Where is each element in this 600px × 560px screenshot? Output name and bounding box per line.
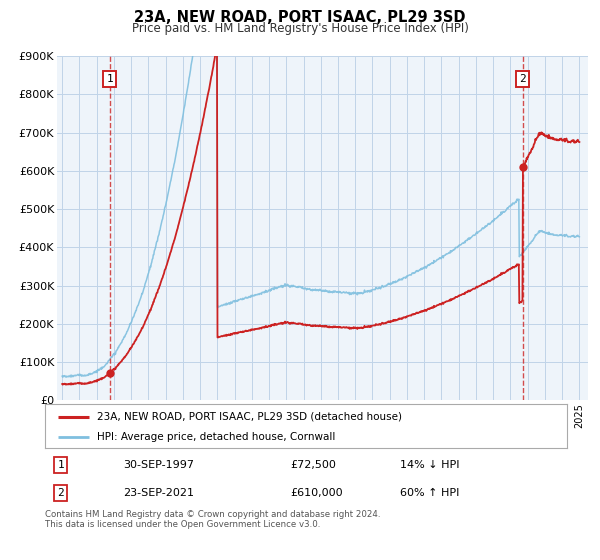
Text: 23A, NEW ROAD, PORT ISAAC, PL29 3SD (detached house): 23A, NEW ROAD, PORT ISAAC, PL29 3SD (det…	[97, 412, 402, 422]
Text: HPI: Average price, detached house, Cornwall: HPI: Average price, detached house, Corn…	[97, 432, 335, 442]
Text: 30-SEP-1997: 30-SEP-1997	[124, 460, 194, 470]
Text: £72,500: £72,500	[290, 460, 336, 470]
Text: 1: 1	[106, 74, 113, 84]
Text: 23-SEP-2021: 23-SEP-2021	[124, 488, 194, 498]
Text: 60% ↑ HPI: 60% ↑ HPI	[400, 488, 460, 498]
Text: 2: 2	[520, 74, 526, 84]
Text: 23A, NEW ROAD, PORT ISAAC, PL29 3SD: 23A, NEW ROAD, PORT ISAAC, PL29 3SD	[134, 10, 466, 25]
Text: 1: 1	[57, 460, 64, 470]
Text: Contains HM Land Registry data © Crown copyright and database right 2024.: Contains HM Land Registry data © Crown c…	[45, 510, 380, 519]
Text: £610,000: £610,000	[290, 488, 343, 498]
Text: Price paid vs. HM Land Registry's House Price Index (HPI): Price paid vs. HM Land Registry's House …	[131, 22, 469, 35]
Text: 14% ↓ HPI: 14% ↓ HPI	[400, 460, 460, 470]
Text: This data is licensed under the Open Government Licence v3.0.: This data is licensed under the Open Gov…	[45, 520, 320, 529]
Text: 2: 2	[57, 488, 64, 498]
